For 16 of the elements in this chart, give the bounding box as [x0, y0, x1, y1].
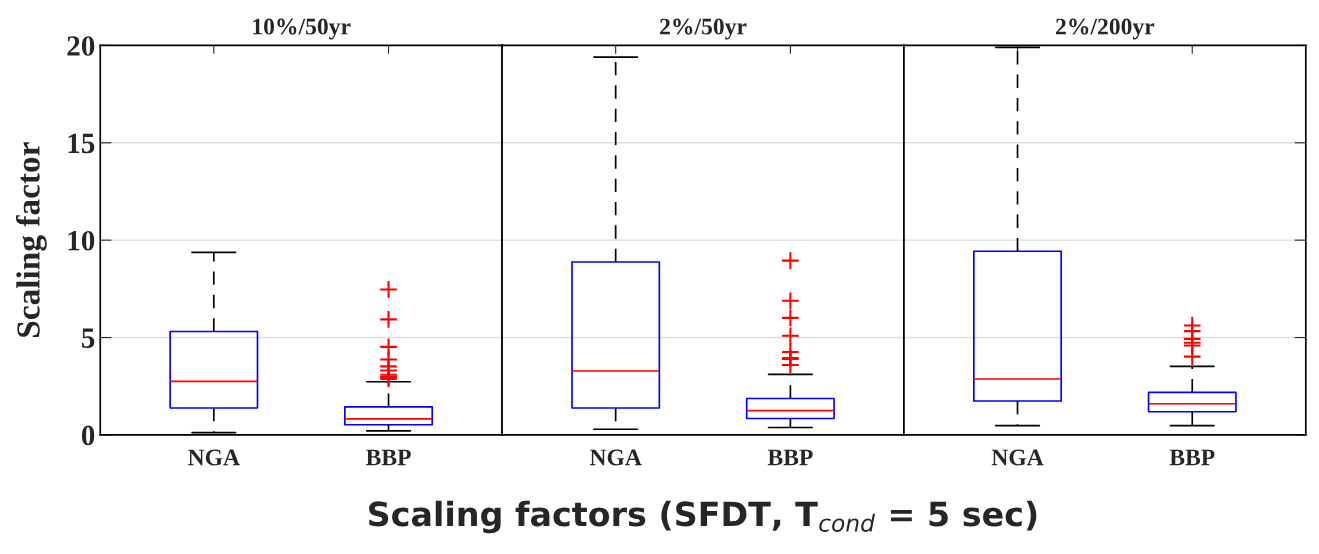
- x-tick-label: BBP: [365, 449, 411, 466]
- chart-title: 2%/50yr: [660, 18, 747, 40]
- y-tick-label: 15: [68, 133, 95, 154]
- y-tick-label: 5: [81, 328, 95, 348]
- chart-title: 10%/50yr: [253, 18, 351, 40]
- x-tick-label: NGA: [188, 449, 240, 466]
- chart-title: 2%/200yr: [1056, 18, 1155, 40]
- x-tick-label: NGA: [991, 449, 1044, 466]
- y-tick-label: 20: [67, 36, 95, 56]
- x-tick-label: BBP: [1169, 449, 1215, 466]
- x-tick-label: NGA: [589, 449, 642, 466]
- x-axis-title: Scaling factors (SFDT, T$_{cond}$ = 5 sec): [369, 500, 1037, 534]
- y-tick-label: 10: [68, 230, 95, 251]
- y-tick-label: 0: [81, 425, 95, 446]
- y-axis-title: Scaling factor: [15, 142, 47, 337]
- x-tick-label: BBP: [767, 449, 813, 466]
